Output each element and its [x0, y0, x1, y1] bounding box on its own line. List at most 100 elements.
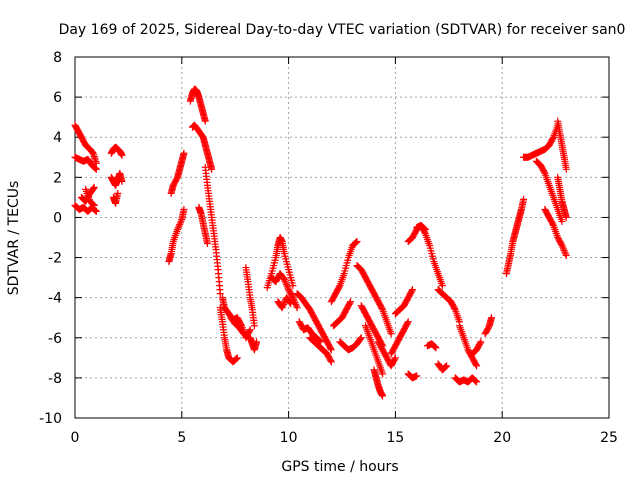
data-point [177, 217, 185, 225]
data-point [176, 220, 184, 228]
series-track-19 [246, 334, 261, 354]
series-track-17 [227, 314, 248, 338]
chart-title: Day 169 of 2025, Sidereal Day-to-day VTE… [59, 22, 626, 38]
y-tick-label: 8 [53, 50, 62, 66]
data-point [431, 342, 439, 350]
x-tick-label: 10 [280, 430, 298, 446]
plot-frame [74, 56, 610, 419]
axis-ticks [74, 56, 610, 419]
series-track-45 [481, 314, 496, 338]
data-point [562, 213, 570, 221]
data-point [404, 319, 412, 327]
data-point [175, 222, 183, 230]
data-point [253, 338, 261, 346]
data-point [174, 225, 182, 233]
series-track-06 [107, 143, 126, 159]
series-track-29 [353, 262, 395, 338]
data-point [289, 282, 297, 290]
grid-lines [75, 57, 609, 418]
data-point [540, 168, 548, 176]
data-point [174, 224, 182, 232]
data-point [289, 294, 297, 302]
data-point [118, 177, 126, 185]
data-point [216, 290, 224, 298]
series-track-14 [195, 203, 211, 248]
data-point [327, 346, 335, 354]
data-point [327, 344, 335, 352]
data-point [562, 165, 570, 173]
series-track-21 [268, 270, 301, 312]
data-point [114, 189, 122, 197]
data-point [203, 240, 211, 248]
series-track-27 [329, 298, 355, 330]
data-point [347, 298, 355, 306]
data-point [286, 299, 294, 307]
series-track-18 [242, 264, 258, 330]
y-tick-label: 6 [53, 90, 62, 106]
data-point [279, 302, 287, 310]
series-track-10 [165, 205, 188, 266]
data-point [92, 165, 100, 173]
series-track-20 [263, 234, 297, 292]
series-track-32 [370, 366, 387, 400]
data-point [432, 344, 440, 352]
data-point [408, 287, 416, 295]
data-point [90, 183, 98, 191]
data-point [431, 343, 439, 351]
series-track-09 [167, 149, 188, 197]
data-point [90, 201, 98, 209]
series-track-48 [532, 157, 566, 225]
series-track-46 [502, 195, 528, 278]
x-tick-label: 20 [493, 430, 511, 446]
x-tick-label: 25 [600, 430, 618, 446]
data-point [180, 149, 188, 157]
data-point [180, 205, 188, 213]
data-point [562, 250, 570, 258]
series-track-15 [216, 304, 241, 366]
data-point [250, 322, 258, 330]
data-point [292, 302, 300, 310]
data-point [561, 248, 569, 256]
data-point [287, 300, 295, 308]
data-point [357, 334, 365, 342]
y-tick-label: -10 [39, 411, 62, 427]
data-point [293, 304, 301, 312]
data-point [282, 281, 290, 289]
data-point [288, 292, 296, 300]
data-point [549, 135, 557, 143]
data-point [91, 206, 99, 214]
data-point [352, 239, 360, 247]
data-point [89, 200, 97, 208]
x-tick-label: 15 [386, 430, 404, 446]
data-point [438, 282, 446, 290]
series-track-28 [336, 334, 365, 354]
y-tick-label: 0 [53, 210, 62, 226]
data-point [91, 164, 99, 172]
series-track-01 [71, 121, 100, 167]
data-point [92, 207, 100, 215]
data-point [280, 276, 288, 284]
series-track-50 [554, 117, 570, 173]
data-point [281, 277, 289, 285]
series-track-39 [423, 340, 440, 352]
data-points [71, 85, 570, 400]
data-point [391, 354, 399, 362]
data-point [239, 329, 247, 337]
data-point [246, 326, 254, 334]
data-point [208, 165, 216, 173]
data-point [118, 151, 126, 159]
data-point [240, 330, 248, 338]
x-tick-labels: 0 5 10 15 20 25 [71, 430, 618, 446]
data-point [559, 243, 567, 251]
x-tick-label: 5 [177, 430, 186, 446]
data-point [488, 314, 496, 322]
data-point [379, 370, 387, 378]
data-point [442, 363, 450, 371]
x-tick-label: 0 [71, 430, 80, 446]
data-point [477, 338, 485, 346]
x-axis-label: GPS time / hours [281, 459, 398, 475]
data-point [233, 355, 241, 363]
series-track-26 [327, 238, 361, 306]
series-track-49 [541, 205, 570, 260]
series-track-05 [82, 185, 98, 209]
